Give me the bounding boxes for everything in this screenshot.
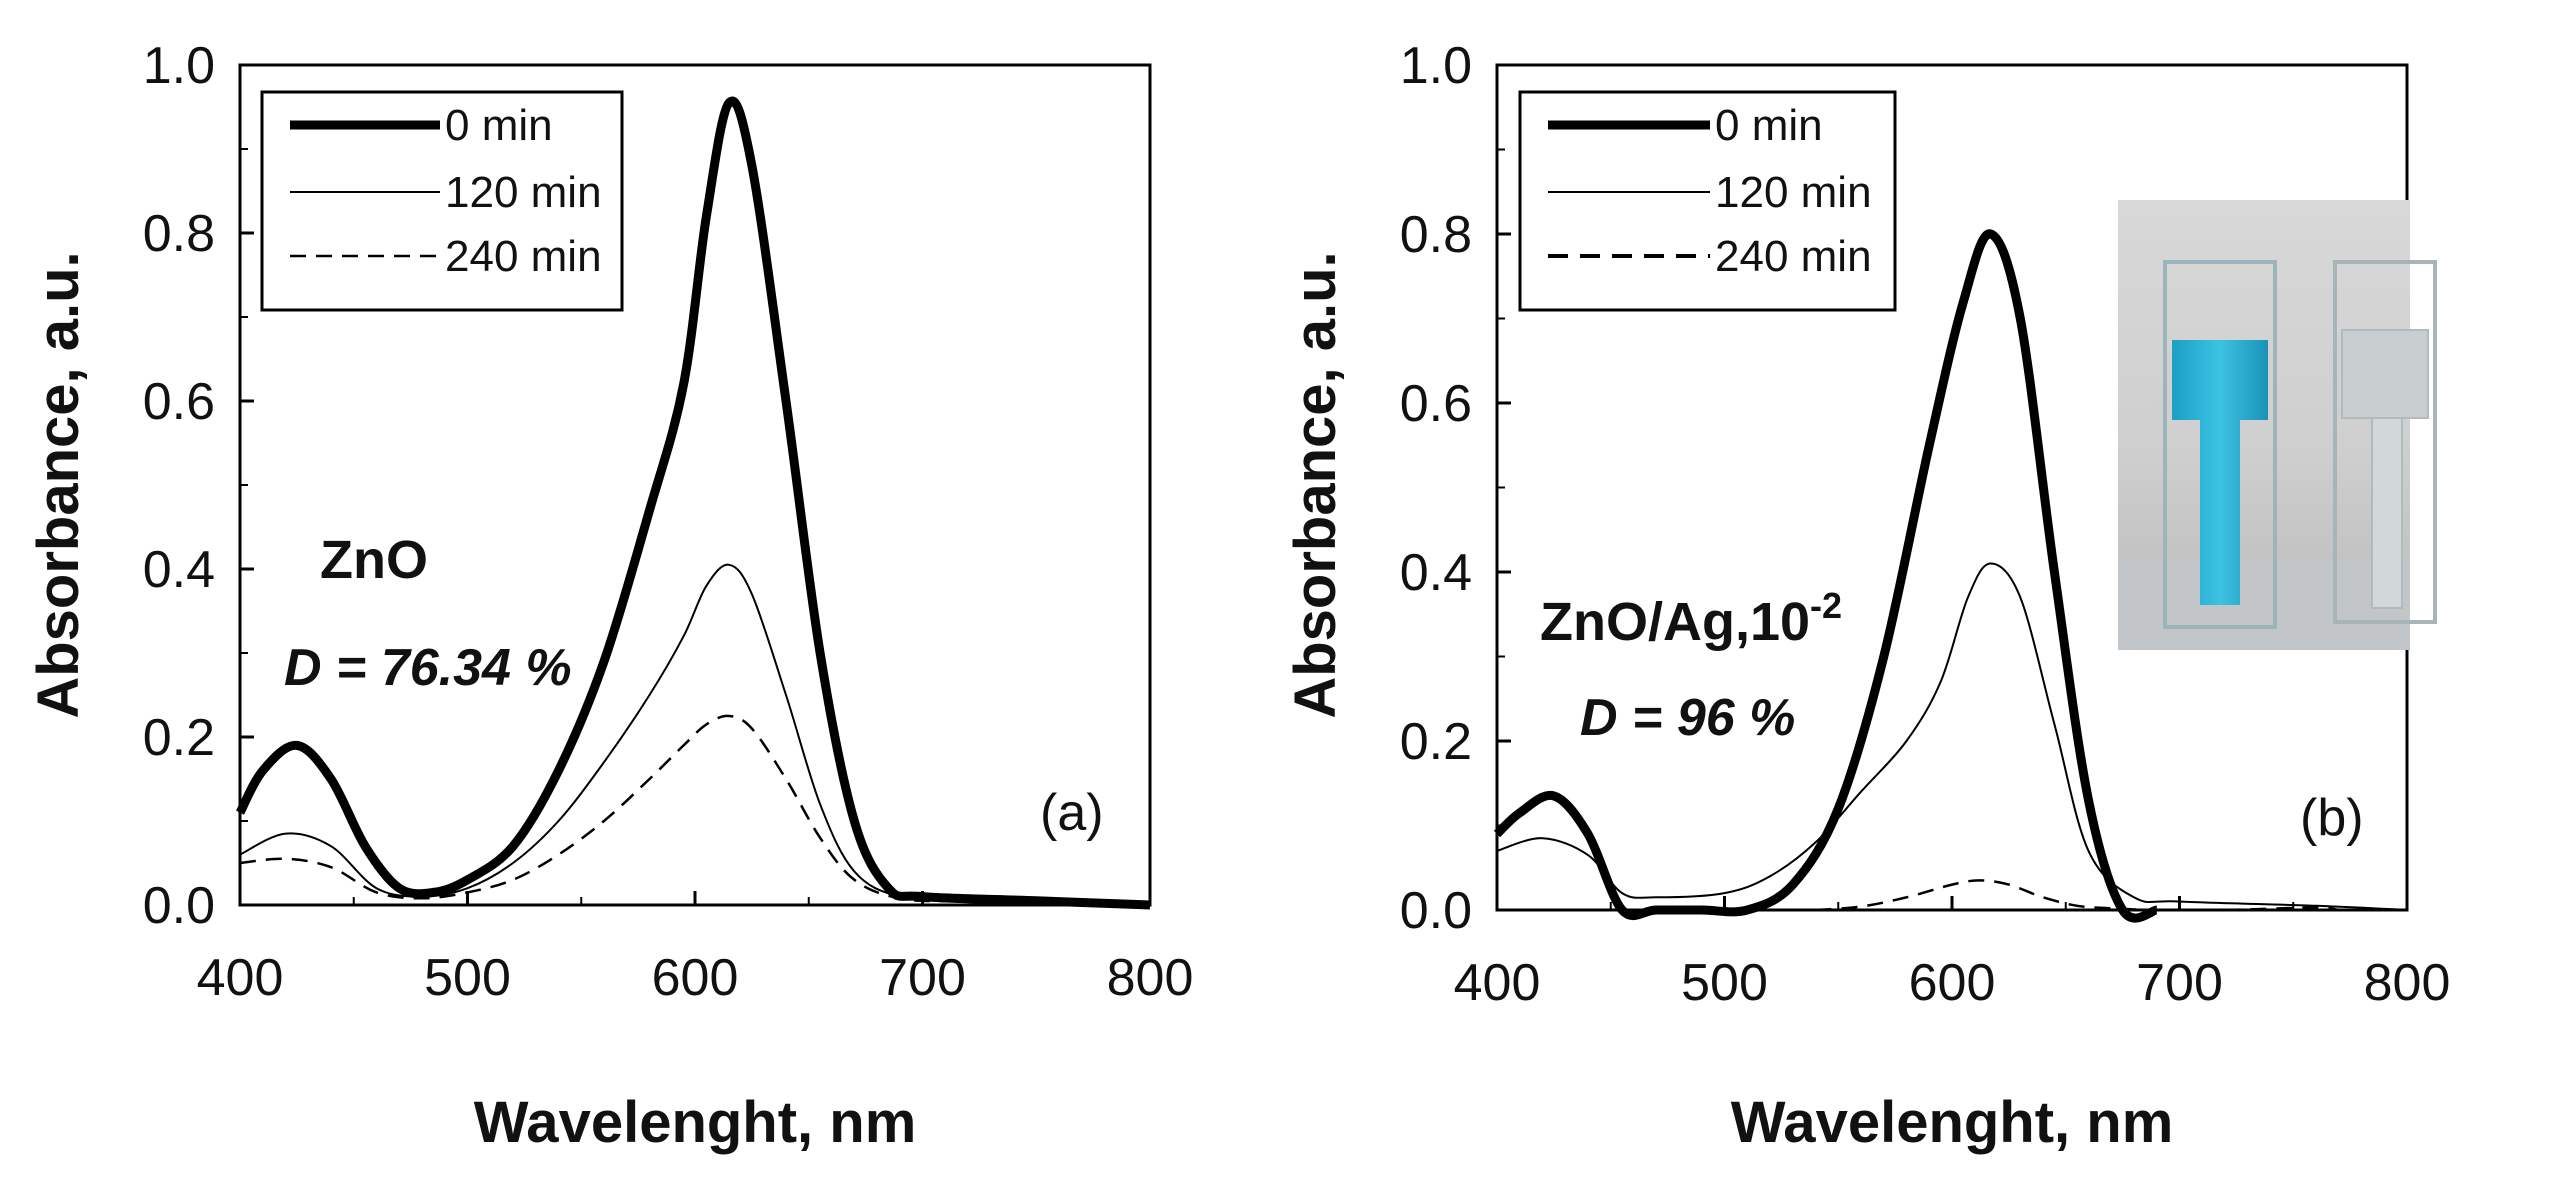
chart-panel-b: 400 500 600 700 800 0.0 0.2 0.4 0.6 0.8 1.0	[1283, 37, 2450, 1155]
x-tick-label-a: 400	[197, 949, 284, 1007]
cuvette-blue-liquid	[2172, 340, 2268, 605]
curves-b	[1493, 229, 2408, 923]
y-tick-label-a: 0.4	[143, 541, 215, 599]
cuvette-clear-outline	[2333, 260, 2437, 624]
legend-label-240min-a: 240 min	[445, 232, 602, 281]
series-240-min-a	[239, 714, 1151, 907]
y-tick-label-b: 0.4	[1400, 544, 1472, 602]
y-tick-label-a: 0.8	[143, 205, 215, 263]
curves-a	[235, 96, 1151, 910]
degradation-label-b: D = 96 %	[1580, 689, 1795, 747]
y-tick-label-a: 0.0	[143, 877, 215, 935]
series-120-min-b	[1496, 562, 2408, 911]
cuvette-blue-outline	[2163, 260, 2277, 629]
x-tick-label-a: 500	[424, 949, 511, 1007]
legend-label-120min-a: 120 min	[445, 168, 602, 217]
x-tick-label-b: 400	[1454, 954, 1541, 1012]
chart-panel-a: 400 500 600 700 800 0.0 0.2 0.4 0.6 0.8 1.0 0 min …	[26, 37, 1193, 1155]
y-tick-label-a: 0.6	[143, 373, 215, 431]
degradation-label-a: D = 76.34 %	[284, 639, 572, 697]
x-tick-label-a: 700	[879, 949, 966, 1007]
inset-table	[2118, 560, 2410, 650]
cuvette-clear-liquid	[2341, 329, 2429, 419]
legend-a: 0 min 120 min 240 min	[260, 90, 624, 312]
y-tick-label-b: 0.2	[1400, 713, 1472, 771]
legend-label-120min-b: 120 min	[1715, 168, 1872, 217]
x-tick-label-b: 800	[2364, 954, 2451, 1012]
x-tick-label-a: 600	[652, 949, 739, 1007]
ticks-a: 400 500 600 700 800 0.0 0.2 0.4 0.6 0.8 1.0	[143, 37, 1194, 1007]
x-tick-label-b: 500	[1681, 954, 1768, 1012]
y-tick-label-b: 0.8	[1400, 206, 1472, 264]
x-tick-label-b: 600	[1909, 954, 1996, 1012]
series-0-min-a	[235, 96, 1151, 910]
y-tick-label-b: 0.6	[1400, 375, 1472, 433]
x-tick-label-b: 700	[2136, 954, 2223, 1012]
legend-label-0min-a: 0 min	[445, 101, 553, 150]
legend-label-0min-b: 0 min	[1715, 101, 1823, 150]
series-120-min-a	[239, 563, 1151, 906]
y-axis-label-b: Absorbance, a.u.	[1283, 251, 1348, 718]
x-axis-label-b: Wavelenght, nm	[1731, 1090, 2174, 1155]
series-0-min-b	[1493, 229, 2159, 923]
material-label-b: ZnO/Ag,10-2	[1540, 585, 1842, 652]
y-tick-label-a: 0.2	[143, 709, 215, 767]
material-label-a: ZnO	[320, 530, 428, 590]
cuvette-clear-stem	[2371, 417, 2403, 609]
y-tick-label-b: 1.0	[1400, 37, 1472, 95]
x-axis-label-a: Wavelenght, nm	[474, 1090, 917, 1155]
y-tick-label-a: 1.0	[143, 37, 215, 95]
y-tick-label-b: 0.0	[1400, 882, 1472, 940]
y-axis-label-a: Absorbance, a.u.	[26, 251, 91, 718]
series-240-min-b	[1815, 879, 2340, 912]
panel-label-b: (b)	[2300, 789, 2364, 847]
cuvette-photo-inset	[2118, 200, 2437, 650]
legend-label-240min-b: 240 min	[1715, 232, 1872, 281]
legend-b: 0 min 120 min 240 min	[1518, 90, 1897, 312]
ticks-b: 400 500 600 700 800 0.0 0.2 0.4 0.6 0.8 1.0	[1400, 37, 2451, 1012]
panel-label-a: (a)	[1040, 784, 1104, 842]
x-tick-label-a: 800	[1107, 949, 1194, 1007]
